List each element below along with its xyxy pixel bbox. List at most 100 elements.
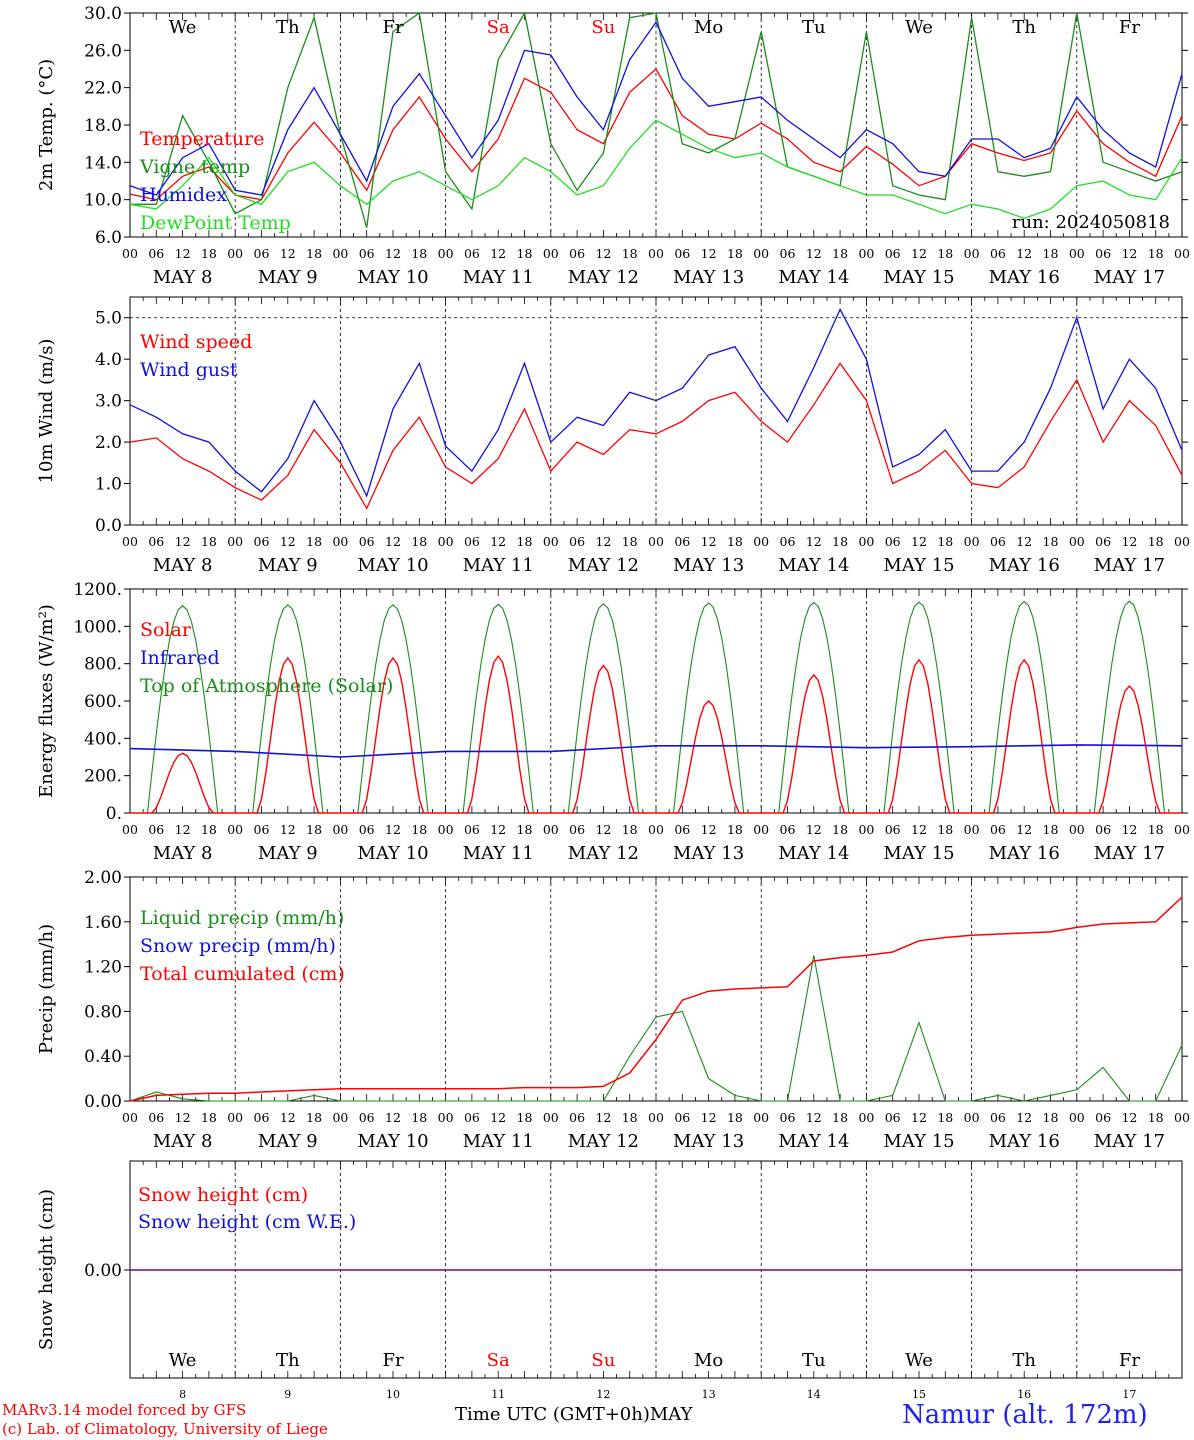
run-annotation: run: 2024050818 [1012,212,1170,233]
hour-tick-label: 12 [595,246,611,261]
legend-temperature: Temperature [140,128,264,150]
hour-tick-label: 12 [911,534,927,549]
hour-tick-label: 06 [885,1110,901,1125]
hour-tick-label: 18 [727,246,743,261]
hour-tick-label: 18 [411,822,427,837]
date-label: MAY 16 [989,555,1060,576]
hour-tick-label: 18 [1043,534,1059,549]
date-label: MAY 9 [258,267,318,288]
panel-4: 00 06 12 18 MAY 8 00 06 12 18 MAY 9 00 06 12 18 MAY 10… [36,868,1190,1152]
hour-tick-label: 06 [780,1110,796,1125]
weekday-label: Sa [487,17,510,38]
series-total-cumulated-cm [129,896,1183,1102]
hour-tick-label: 00 [648,822,664,837]
series-liquid-precip-mm-h [129,955,1183,1102]
date-label: MAY 8 [153,843,213,864]
date-label: MAY 12 [568,1131,639,1152]
weekday-label: Sa [487,1350,510,1371]
y-tick-label: 0.00 [84,1261,122,1281]
hour-tick-label: 18 [622,822,638,837]
hour-tick-label: 00 [858,822,874,837]
weekday-label: Th [276,1350,300,1371]
panel-1: 00 06 12 18 MAY 8 00 06 12 18 MAY 9 00 06 12 18 MAY 10… [36,4,1190,288]
date-label: MAY 10 [357,555,428,576]
y-tick-label: 0.80 [84,1002,122,1022]
hour-tick-label: 18 [622,534,638,549]
date-label: MAY 14 [778,267,849,288]
hour-tick-label: 18 [937,246,953,261]
hour-tick-label: 06 [148,1110,164,1125]
hour-tick-label: 18 [411,246,427,261]
y-axis-label: Snow height (cm) [36,1189,57,1350]
legend-top-of-atmosphere-solar: Top of Atmosphere (Solar) [140,675,393,697]
hour-tick-label: 00 [122,534,138,549]
hour-tick-label: 18 [1148,1110,1164,1125]
date-label: MAY 13 [673,267,744,288]
hour-tick-label: 00 [332,246,348,261]
hour-tick-label: 06 [464,246,480,261]
hour-tick-label: 12 [701,1110,717,1125]
legend-snow-precip-mm-h: Snow precip (mm/h) [140,935,336,957]
meteogram-chart: 00 06 12 18 MAY 8 00 06 12 18 MAY 9 00 06 12 18 MAY 10… [36,4,1190,1398]
weekday-label: We [169,17,197,38]
hour-tick-label: 06 [148,534,164,549]
day-number-label: 17 [1122,1388,1136,1398]
hour-tick-label: 12 [1121,534,1137,549]
date-label: MAY 12 [568,267,639,288]
hour-tick-label: 06 [359,534,375,549]
weekday-label: We [905,17,933,38]
hour-tick-label: 12 [595,1110,611,1125]
date-label: MAY 10 [357,843,428,864]
hour-tick-label: 18 [937,1110,953,1125]
hour-tick-label: 00 [1069,1110,1085,1125]
weekday-label: Th [1012,17,1036,38]
date-label: MAY 12 [568,555,639,576]
y-tick-label: 6.0 [95,228,122,248]
hour-tick-label: 12 [1016,1110,1032,1125]
panel-2: 00 06 12 18 MAY 8 00 06 12 18 MAY 9 00 06 12 18 MAY 10… [36,296,1190,576]
day-number-label: 16 [1017,1388,1031,1398]
hour-tick-label: 12 [280,534,296,549]
hour-tick-label: 12 [701,534,717,549]
hour-tick-label: 18 [832,246,848,261]
hour-tick-label: 18 [1148,822,1164,837]
hour-tick-label: 06 [780,822,796,837]
weekday-label: Fr [382,17,403,38]
hour-tick-label: 12 [385,534,401,549]
hour-tick-label: 00 [1069,822,1085,837]
hour-tick-label: 06 [674,1110,690,1125]
hour-tick-label: 00 [438,1110,454,1125]
hour-tick-label: 12 [490,534,506,549]
weekday-label: Fr [1119,1350,1140,1371]
weekday-label: Th [276,17,300,38]
date-label: MAY 9 [258,843,318,864]
hour-tick-label: 06 [569,1110,585,1125]
legend-infrared: Infrared [140,647,220,669]
weekday-label: Tu [802,17,826,38]
hour-tick-label: 12 [806,822,822,837]
hour-tick-label: 12 [175,246,191,261]
hour-tick-label: 00 [1174,534,1190,549]
date-label: MAY 17 [1094,267,1165,288]
legend-wind-speed: Wind speed [140,331,252,353]
series-solar [130,654,1182,814]
hour-tick-label: 06 [885,246,901,261]
hour-tick-label: 00 [648,1110,664,1125]
hour-tick-label: 00 [964,534,980,549]
hour-tick-label: 12 [490,822,506,837]
y-tick-label: 5.0 [95,309,122,329]
hour-tick-label: 00 [858,534,874,549]
hour-tick-label: 18 [727,534,743,549]
hour-tick-label: 06 [990,246,1006,261]
weekday-label: We [169,1350,197,1371]
series-dewpoint-temp [129,119,1183,219]
series-infrared [129,744,1183,758]
hour-tick-label: 18 [517,246,533,261]
plot-frame [129,588,1183,814]
date-label: MAY 12 [568,843,639,864]
panel-3: 00 06 12 18 MAY 8 00 06 12 18 MAY 9 00 06 12 18 MAY 10… [36,580,1190,864]
hour-tick-label: 06 [464,534,480,549]
hour-tick-label: 12 [1016,822,1032,837]
hour-tick-label: 00 [648,246,664,261]
hour-tick-label: 18 [622,246,638,261]
